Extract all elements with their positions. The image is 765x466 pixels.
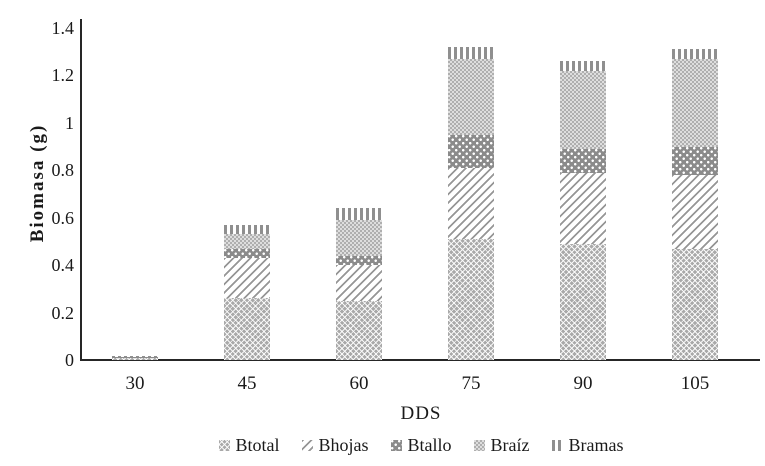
bar-segment-braíz-dds105 <box>672 58 718 147</box>
x-tick-label: 30 <box>125 373 145 394</box>
bar-segment-btallo-dds75 <box>448 134 494 168</box>
bar-segment-btotal-dds75 <box>448 239 494 360</box>
diagonal-stripes-swatch-icon <box>301 439 313 451</box>
y-tick-label: 0.4 <box>51 255 75 276</box>
bar-segment-bhojas-dds45 <box>224 258 270 299</box>
y-tick-label: 0.6 <box>51 207 75 228</box>
white-dots-on-gray-swatch-icon <box>390 439 402 451</box>
legend-label: Btotal <box>235 435 280 455</box>
legend-label: Bhojas <box>318 435 369 455</box>
bar-segment-btallo-dds60 <box>336 255 382 266</box>
bar-segment-braíz-dds75 <box>448 58 494 135</box>
bar-segment-btallo-dds90 <box>560 148 606 173</box>
y-axis-line <box>80 19 82 361</box>
bar-segment-btotal-dds45 <box>224 298 270 360</box>
legend-label: Btallo <box>407 435 452 455</box>
legend-label: Braíz <box>490 435 530 455</box>
legend-item-btallo: Btallo <box>390 435 452 455</box>
bar-segment-btotal-dds60 <box>336 300 382 360</box>
x-tick-label: 60 <box>349 373 369 394</box>
bar-segment-btotal-dds30 <box>112 357 158 360</box>
legend: Btotal Bhojas Btallo Braíz Bramas <box>81 435 761 455</box>
bar-segment-bramas-dds45 <box>224 224 270 235</box>
x-tick-label: 75 <box>461 373 481 394</box>
bar-segment-bhojas-dds75 <box>448 167 494 240</box>
bar-segment-bramas-dds105 <box>672 49 718 59</box>
bar-segment-btotal-dds90 <box>560 243 606 360</box>
y-tick-label: 1 <box>65 112 74 133</box>
bar-segment-bhojas-dds105 <box>672 175 718 249</box>
bar-segment-braíz-dds60 <box>336 220 382 256</box>
bar-segment-braíz-dds90 <box>560 70 606 149</box>
x-tick-label: 90 <box>573 373 593 394</box>
diamond-crosshatch-swatch-icon <box>218 439 230 451</box>
bar-segment-bramas-dds60 <box>336 208 382 221</box>
x-axis-line <box>80 359 760 361</box>
y-tick-label: 0 <box>65 350 74 370</box>
legend-item-braíz: Braíz <box>473 435 530 455</box>
bar-segment-btallo-dds105 <box>672 146 718 176</box>
bar-segment-braíz-dds45 <box>224 234 270 249</box>
bar-segment-btallo-dds30 <box>112 356 158 358</box>
fine-checker-swatch-icon <box>473 439 485 451</box>
y-tick-label: 0.8 <box>51 160 75 181</box>
bar-segment-btotal-dds105 <box>672 248 718 360</box>
legend-item-btotal: Btotal <box>218 435 280 455</box>
vertical-stripes-swatch-icon <box>551 439 563 451</box>
bar-segment-bhojas-dds90 <box>560 172 606 244</box>
x-axis-title: DDS <box>400 403 442 424</box>
bar-segment-bramas-dds75 <box>448 46 494 59</box>
bar-segment-bhojas-dds60 <box>336 265 382 301</box>
y-tick-label: 0.2 <box>51 302 75 323</box>
x-tick-label: 105 <box>680 373 710 394</box>
bar-segment-bramas-dds90 <box>560 61 606 71</box>
bar-segment-bramas-dds30 <box>112 356 158 357</box>
y-tick-label: 1.2 <box>51 65 75 86</box>
x-tick-label: 45 <box>237 373 257 394</box>
bar-segment-btallo-dds45 <box>224 248 270 259</box>
y-tick-label: 1.4 <box>51 18 75 38</box>
legend-label: Bramas <box>568 435 624 455</box>
legend-item-bramas: Bramas <box>551 435 624 455</box>
legend-item-bhojas: Bhojas <box>301 435 369 455</box>
